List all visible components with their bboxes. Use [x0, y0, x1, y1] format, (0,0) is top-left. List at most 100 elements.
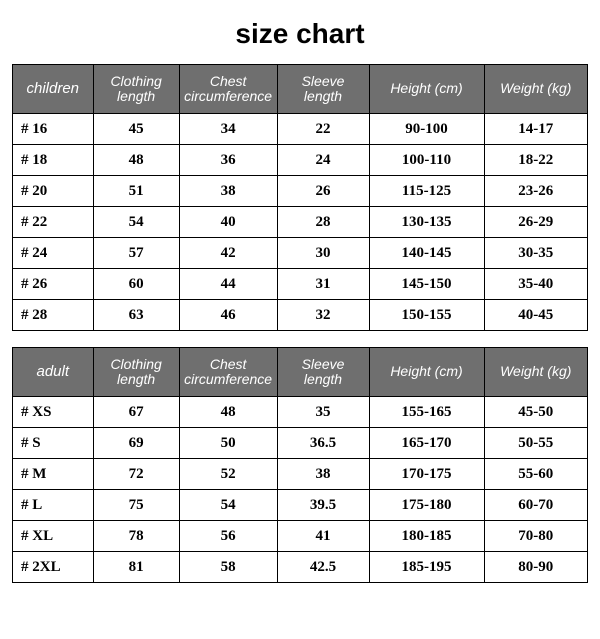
table-row: # 24574230140-14530-35: [13, 238, 588, 269]
value-cell: 42.5: [277, 552, 369, 583]
value-cell: 48: [93, 145, 179, 176]
value-cell: 44: [179, 269, 277, 300]
size-cell: # S: [13, 428, 94, 459]
value-cell: 175-180: [369, 490, 484, 521]
value-cell: 34: [179, 114, 277, 145]
size-table-children: childrenClothing lengthChest circumferen…: [12, 64, 588, 331]
column-header: Sleeve length: [277, 348, 369, 397]
value-cell: 45-50: [484, 397, 588, 428]
value-cell: 140-145: [369, 238, 484, 269]
value-cell: 90-100: [369, 114, 484, 145]
table-header-row: childrenClothing lengthChest circumferen…: [13, 65, 588, 114]
table-row: # 18483624100-11018-22: [13, 145, 588, 176]
table-row: # L755439.5175-18060-70: [13, 490, 588, 521]
value-cell: 40-45: [484, 300, 588, 331]
size-table-adult: adultClothing lengthChest circumferenceS…: [12, 347, 588, 583]
value-cell: 48: [179, 397, 277, 428]
value-cell: 57: [93, 238, 179, 269]
value-cell: 75: [93, 490, 179, 521]
size-cell: # 20: [13, 176, 94, 207]
value-cell: 18-22: [484, 145, 588, 176]
value-cell: 38: [179, 176, 277, 207]
size-cell: # 22: [13, 207, 94, 238]
table-row: # 22544028130-13526-29: [13, 207, 588, 238]
column-header: Chest circumference: [179, 348, 277, 397]
size-cell: # 24: [13, 238, 94, 269]
column-header: Weight (kg): [484, 348, 588, 397]
value-cell: 115-125: [369, 176, 484, 207]
value-cell: 50-55: [484, 428, 588, 459]
value-cell: 72: [93, 459, 179, 490]
value-cell: 56: [179, 521, 277, 552]
value-cell: 155-165: [369, 397, 484, 428]
column-header: Sleeve length: [277, 65, 369, 114]
value-cell: 165-170: [369, 428, 484, 459]
value-cell: 58: [179, 552, 277, 583]
value-cell: 80-90: [484, 552, 588, 583]
value-cell: 26-29: [484, 207, 588, 238]
column-header: Clothing length: [93, 65, 179, 114]
value-cell: 81: [93, 552, 179, 583]
value-cell: 180-185: [369, 521, 484, 552]
size-chart-page: size chart childrenClothing lengthChest …: [0, 0, 600, 639]
value-cell: 52: [179, 459, 277, 490]
table-row: # S695036.5165-17050-55: [13, 428, 588, 459]
value-cell: 22: [277, 114, 369, 145]
table-row: # M725238170-17555-60: [13, 459, 588, 490]
value-cell: 51: [93, 176, 179, 207]
value-cell: 150-155: [369, 300, 484, 331]
value-cell: 170-175: [369, 459, 484, 490]
value-cell: 55-60: [484, 459, 588, 490]
value-cell: 63: [93, 300, 179, 331]
value-cell: 45: [93, 114, 179, 145]
value-cell: 60-70: [484, 490, 588, 521]
value-cell: 50: [179, 428, 277, 459]
value-cell: 54: [179, 490, 277, 521]
column-header: Clothing length: [93, 348, 179, 397]
value-cell: 36: [179, 145, 277, 176]
column-header: Height (cm): [369, 348, 484, 397]
value-cell: 130-135: [369, 207, 484, 238]
value-cell: 145-150: [369, 269, 484, 300]
size-cell: # XS: [13, 397, 94, 428]
value-cell: 30: [277, 238, 369, 269]
value-cell: 14-17: [484, 114, 588, 145]
value-cell: 78: [93, 521, 179, 552]
column-header: Height (cm): [369, 65, 484, 114]
value-cell: 31: [277, 269, 369, 300]
section-header: children: [13, 65, 94, 114]
table-header-row: adultClothing lengthChest circumferenceS…: [13, 348, 588, 397]
value-cell: 28: [277, 207, 369, 238]
value-cell: 54: [93, 207, 179, 238]
size-cell: # L: [13, 490, 94, 521]
size-cell: # 2XL: [13, 552, 94, 583]
table-row: # 20513826115-12523-26: [13, 176, 588, 207]
value-cell: 38: [277, 459, 369, 490]
value-cell: 69: [93, 428, 179, 459]
size-cell: # M: [13, 459, 94, 490]
value-cell: 39.5: [277, 490, 369, 521]
value-cell: 40: [179, 207, 277, 238]
table-row: # 28634632150-15540-45: [13, 300, 588, 331]
value-cell: 36.5: [277, 428, 369, 459]
value-cell: 70-80: [484, 521, 588, 552]
size-cell: # XL: [13, 521, 94, 552]
value-cell: 100-110: [369, 145, 484, 176]
column-header: Weight (kg): [484, 65, 588, 114]
table-row: # 1645342290-10014-17: [13, 114, 588, 145]
value-cell: 35: [277, 397, 369, 428]
size-cell: # 18: [13, 145, 94, 176]
table-row: # 2XL815842.5185-19580-90: [13, 552, 588, 583]
value-cell: 46: [179, 300, 277, 331]
value-cell: 41: [277, 521, 369, 552]
value-cell: 26: [277, 176, 369, 207]
value-cell: 185-195: [369, 552, 484, 583]
table-row: # XL785641180-18570-80: [13, 521, 588, 552]
size-cell: # 28: [13, 300, 94, 331]
value-cell: 32: [277, 300, 369, 331]
value-cell: 42: [179, 238, 277, 269]
value-cell: 67: [93, 397, 179, 428]
table-row: # 26604431145-15035-40: [13, 269, 588, 300]
section-header: adult: [13, 348, 94, 397]
size-cell: # 16: [13, 114, 94, 145]
